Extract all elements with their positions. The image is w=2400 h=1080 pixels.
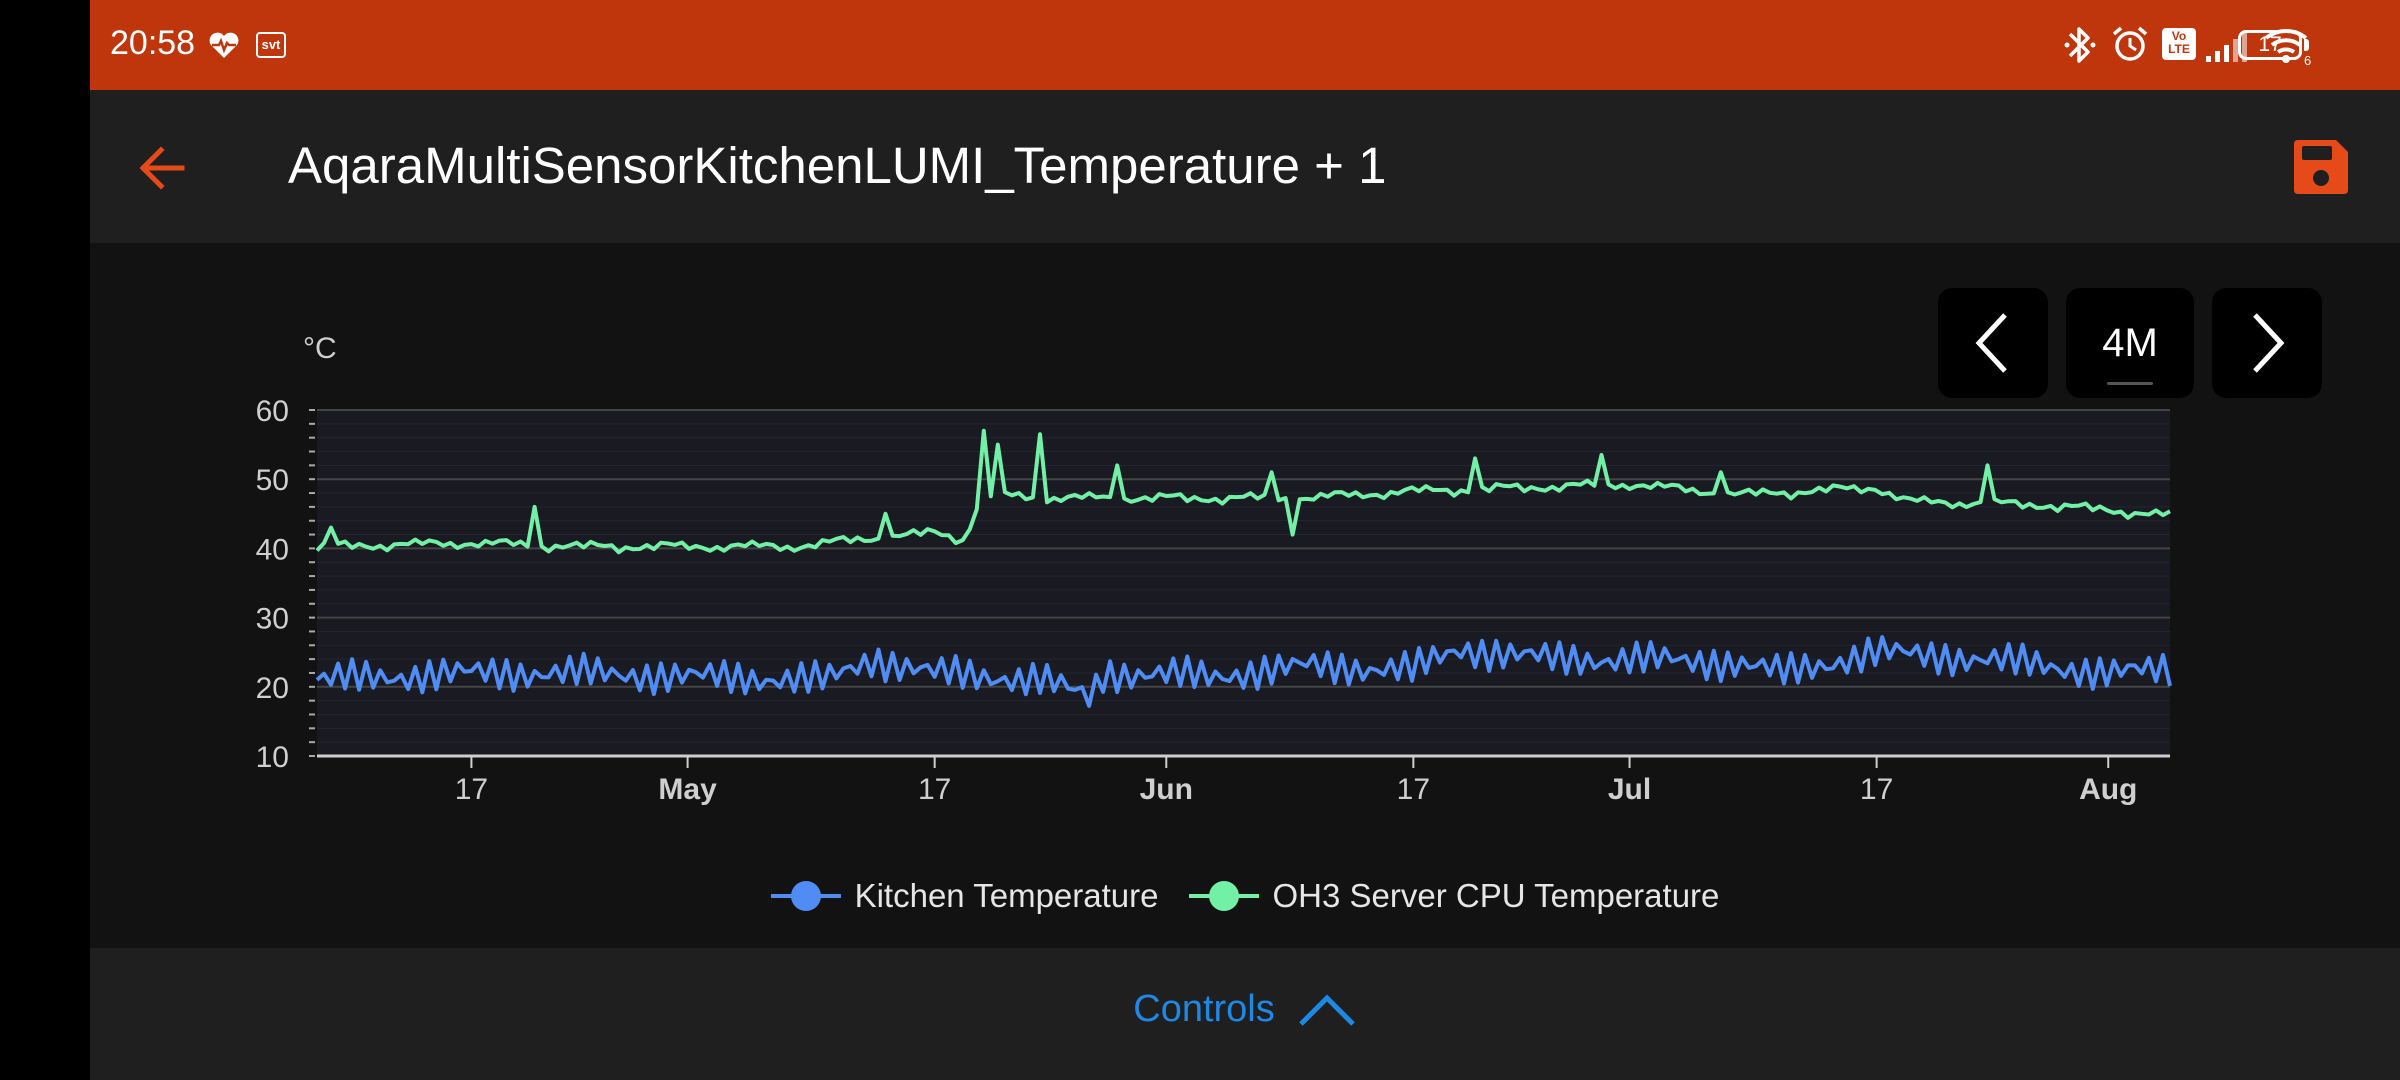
volte-label: Vo LTE	[2168, 29, 2190, 56]
chart-panel: °C 10 20 30 40 50 60 17 May 17 Jun 17 Jul 17 Aug 4M	[90, 243, 2400, 948]
y-axis-unit-label: °C	[303, 332, 337, 365]
controls-label: Controls	[1133, 988, 1275, 1030]
wifi-6-label: 6	[2304, 53, 2311, 66]
controls-toggle-button[interactable]: Controls	[90, 988, 2400, 1031]
signal-icon	[2206, 33, 2247, 62]
heart-pulse-icon	[209, 32, 239, 58]
battery-level: 17	[2258, 33, 2282, 56]
bluetooth-icon	[2064, 27, 2096, 63]
series-line-kitchen-temperature	[315, 635, 2172, 708]
y-tick-label: 40	[256, 533, 289, 566]
x-tick-label: Aug	[2079, 773, 2137, 806]
series-line-oh3-cpu-temperature	[315, 428, 2171, 555]
svt-label: svt	[261, 37, 281, 52]
x-tick-label: 17	[455, 773, 488, 806]
alarm-icon	[2112, 26, 2148, 61]
battery-indicator: 17	[2238, 30, 2302, 60]
floppy-disk-icon	[2294, 140, 2348, 194]
previous-period-button[interactable]	[1938, 288, 2048, 398]
plot-background	[317, 410, 2170, 756]
status-bar: 20:58 svt Vo LTE	[90, 0, 2400, 90]
page-title: AqaraMultiSensorKitchenLUMI_Temperature …	[288, 137, 1387, 194]
back-button[interactable]	[130, 135, 196, 201]
y-axis: 10 20 30 40 50 60	[256, 395, 315, 774]
legend-label: OH3 Server CPU Temperature	[1272, 877, 1720, 914]
controls-bar: Controls	[90, 948, 2400, 1080]
chevron-left-icon	[1975, 313, 2007, 373]
y-tick-label: 10	[256, 741, 289, 774]
period-underline	[2107, 382, 2153, 385]
app-screen: 20:58 svt Vo LTE	[90, 0, 2400, 1080]
legend-dot	[1208, 881, 1239, 911]
x-tick-label: May	[658, 773, 717, 806]
legend-item-oh3-cpu-temperature[interactable]: OH3 Server CPU Temperature	[1188, 877, 1720, 915]
legend-item-kitchen-temperature[interactable]: Kitchen Temperature	[770, 877, 1159, 915]
save-button[interactable]	[2290, 136, 2352, 198]
chevron-up-icon	[1298, 993, 1355, 1026]
x-axis: 17 May 17 Jun 17 Jul 17 Aug	[455, 756, 2137, 806]
chevron-right-icon	[2253, 313, 2285, 373]
chart-legend: Kitchen Temperature OH3 Server CPU Tempe…	[90, 871, 2400, 921]
volte-icon: Vo LTE	[2162, 28, 2196, 60]
app-bar: AqaraMultiSensorKitchenLUMI_Temperature …	[90, 90, 2400, 243]
x-tick-label: Jul	[1608, 773, 1651, 806]
period-label: 4M	[2102, 320, 2158, 365]
y-tick-label: 60	[256, 395, 289, 428]
period-selector-button[interactable]: 4M	[2066, 288, 2194, 398]
legend-dot	[790, 881, 821, 911]
y-tick-label: 30	[256, 603, 289, 636]
legend-swatch-kitchen	[770, 881, 841, 911]
svt-app-icon: svt	[256, 32, 286, 58]
chart-series	[315, 428, 2172, 708]
x-tick-label: 17	[1397, 773, 1430, 806]
x-tick-label: Jun	[1140, 773, 1193, 806]
next-period-button[interactable]	[2212, 288, 2322, 398]
legend-swatch-oh3-cpu	[1188, 881, 1259, 911]
chart-grid	[317, 409, 2170, 758]
x-tick-label: 17	[1860, 773, 1893, 806]
y-tick-label: 20	[256, 672, 289, 705]
status-time: 20:58	[110, 24, 196, 62]
y-tick-label: 50	[256, 464, 289, 497]
temperature-chart[interactable]: °C 10 20 30 40 50 60 17 May 17 Jun 17 Jul 17 Aug	[90, 243, 2400, 948]
x-tick-label: 17	[918, 773, 951, 806]
arrow-left-icon	[139, 146, 185, 190]
legend-label: Kitchen Temperature	[854, 877, 1159, 914]
battery-tip	[2304, 39, 2309, 51]
